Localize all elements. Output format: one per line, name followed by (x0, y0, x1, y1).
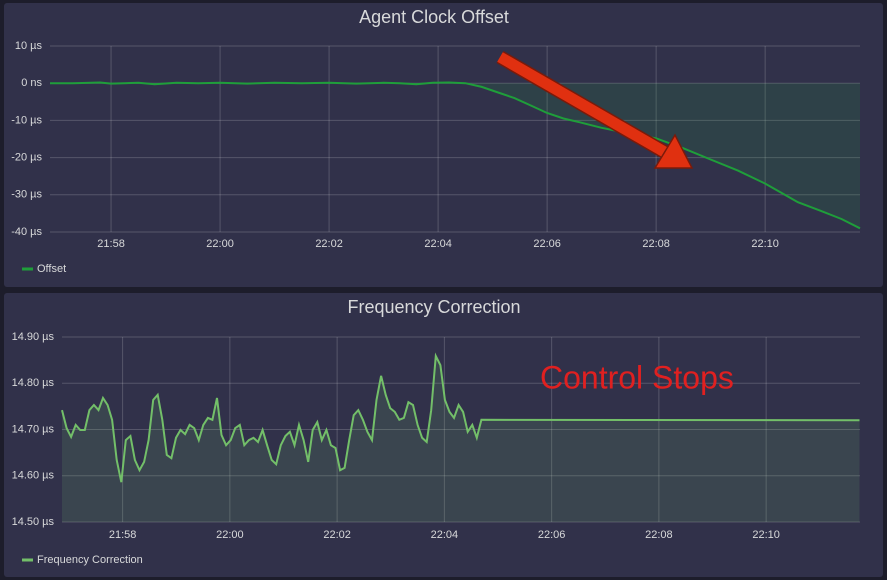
y-tick-label: 14.70 µs (12, 423, 55, 435)
y-tick-label: -40 µs (11, 226, 42, 238)
arrow-head (653, 133, 694, 169)
area (62, 356, 860, 522)
y-tick-label: -20 µs (11, 152, 42, 164)
panel (4, 293, 883, 577)
y-tick-label: 0 ns (21, 77, 42, 89)
x-tick-label: 21:58 (109, 529, 137, 541)
x-tick-label: 22:10 (752, 529, 780, 541)
y-tick-label: -10 µs (11, 114, 42, 126)
x-tick-label: 22:10 (751, 238, 779, 250)
y-tick-label: 14.60 µs (12, 470, 55, 482)
legend-label: Offset (37, 263, 66, 275)
x-tick-label: 22:08 (642, 238, 670, 250)
x-tick-label: 22:08 (645, 529, 673, 541)
x-tick-label: 22:06 (533, 238, 561, 250)
x-tick-label: 22:00 (206, 238, 234, 250)
arrow-shaft (497, 52, 671, 159)
y-tick-label: -30 µs (11, 189, 42, 201)
series-line (61, 352, 860, 483)
y-tick-label: 14.90 µs (12, 331, 55, 343)
panel-title: Agent Clock Offset (359, 7, 509, 27)
panel (4, 3, 883, 287)
y-tick-label: 10 µs (15, 40, 43, 52)
series-line (50, 81, 861, 230)
arrow (496, 50, 694, 169)
y-tick-label: 14.50 µs (12, 516, 55, 528)
x-tick-label: 22:02 (323, 529, 351, 541)
legend-label: Frequency Correction (37, 554, 143, 566)
panel-title: Frequency Correction (347, 297, 520, 317)
charts: 10 µs 0 ns -10 µs -20 µs -30 µs -40 µs 21:58 22… (11, 40, 861, 566)
x-tick-label: 22:04 (424, 238, 452, 250)
y-tick-label: 14.80 µs (12, 377, 55, 389)
x-tick-label: 21:58 (97, 238, 125, 250)
x-tick-label: 22:04 (431, 529, 459, 541)
area (50, 82, 860, 229)
annotation: Control Stops (540, 359, 734, 395)
x-tick-label: 22:06 (538, 529, 566, 541)
x-tick-label: 22:00 (216, 529, 244, 541)
x-tick-label: 22:02 (315, 238, 343, 250)
